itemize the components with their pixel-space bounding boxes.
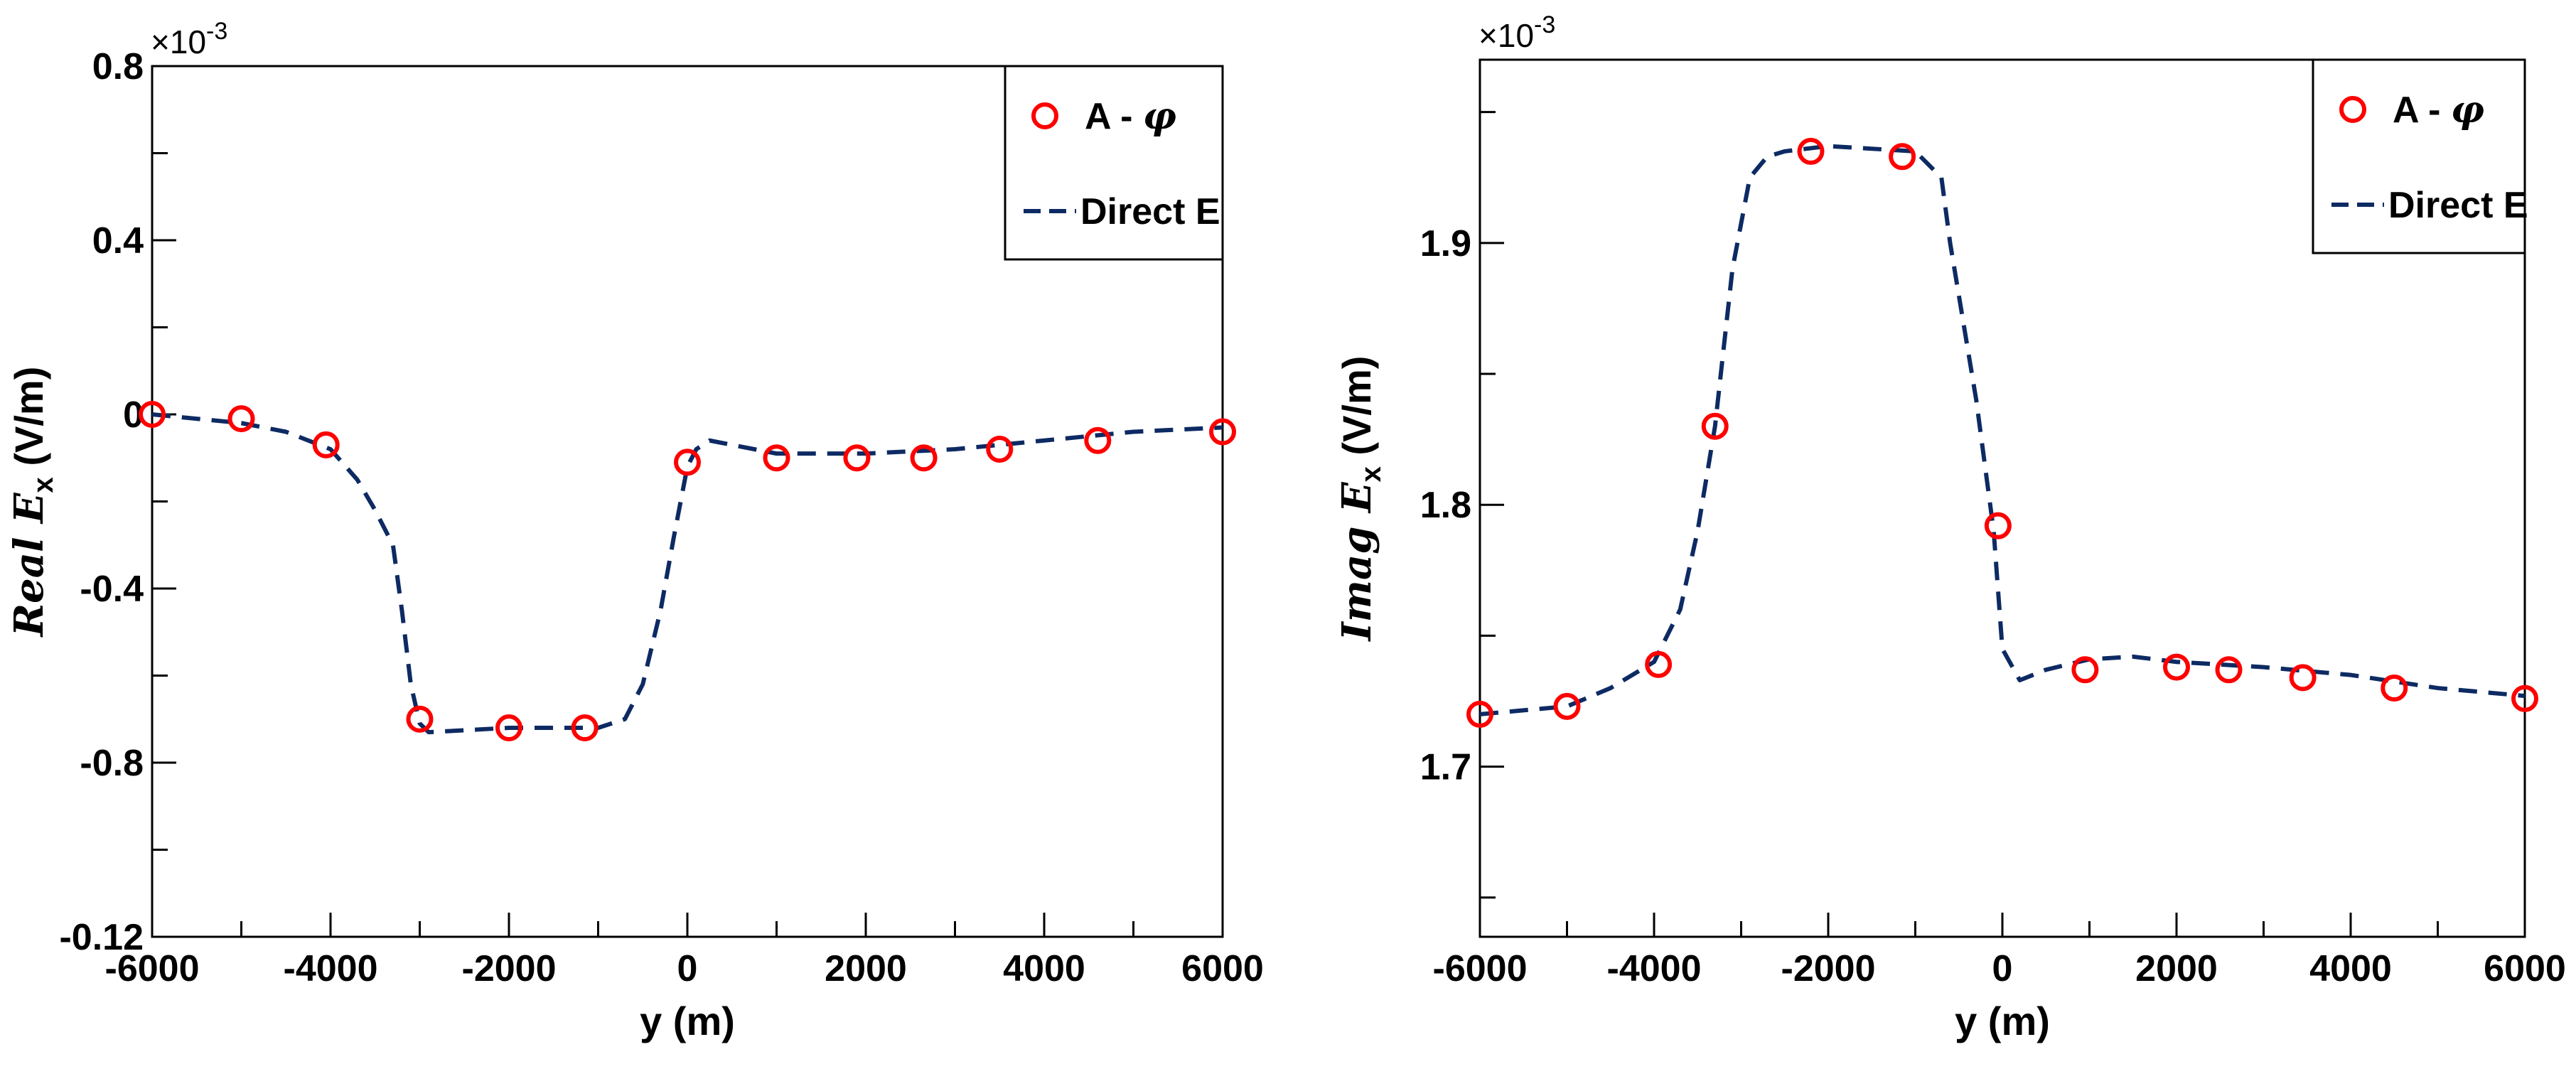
series-a-phi-marker [2071,656,2099,684]
series-a-phi-marker [843,444,871,472]
x-tick-label: -6000 [1433,948,1528,989]
imag-ex-chart: -6000 -4000 -2000 0 2000 4000 6000 1.7 1.8 1.9 ×10… [1333,11,2566,1043]
x-tick-label: -4000 [1607,948,1702,989]
series-a-phi-marker [1797,137,1825,165]
series-a-phi-marker [1984,512,2012,539]
y-axis-label: Imag Ex (V/m) [1333,356,1387,643]
x-tick-label: 6000 [1181,948,1264,989]
series-a-phi-marker [406,705,434,733]
y-tick-label: -0.8 [80,743,144,784]
legend-box [1004,65,1224,261]
series-a-phi-marker [1553,692,1581,720]
series-a-phi-marker [1889,143,1916,171]
y-tick-label: 1.7 [1420,747,1471,788]
legend-marker-icon [1031,102,1058,129]
x-tick-label: 6000 [2484,948,2566,989]
multiplier-exponent: -3 [1534,11,1555,38]
legend-line-label: Direct E [1080,191,1220,232]
legend-marker-label-text: A - [1085,96,1143,137]
y-label-unit: (V/m) [1334,356,1379,467]
multiplier-exponent: -3 [206,18,227,45]
x-tick-label: 0 [1992,948,2013,989]
y-tick-label: -0.12 [59,917,144,958]
series-direct-e-line [1479,144,2526,716]
legend-box [2312,58,2526,254]
series-a-phi-marker [571,714,599,741]
y-label-subscript: x [1356,466,1387,482]
x-axis-label: y (m) [640,999,735,1043]
x-tick-label: 2000 [825,948,907,989]
legend-marker-label: A - φ [2393,88,2484,131]
series-a-phi-marker [910,444,938,472]
series-a-phi-marker [1701,412,1729,440]
series-a-phi-marker [227,405,255,433]
real-ex-chart: -6000 -4000 -2000 0 2000 4000 6000 -0.12 -0.8 -0.… [6,18,1264,1043]
y-axis-label: Real Ex (V/m) [6,367,59,638]
series-direct-e-line [151,412,1223,735]
series-a-phi-marker [763,444,790,472]
x-tick-label: -2000 [1781,948,1876,989]
y-label-unit: (V/m) [6,367,51,478]
series-a-phi-marker [2163,653,2190,681]
y-tick-label: 1.8 [1420,485,1471,526]
legend-marker-label-text: A - [2393,90,2451,131]
legend-line-label: Direct E [2388,185,2528,226]
series-a-phi-marker [2511,684,2538,712]
series-a-phi-marker [986,436,1014,463]
legend-phi-symbol: φ [1143,95,1176,138]
series-a-phi-marker [2381,675,2408,702]
legend-phi-symbol: φ [2451,88,2484,131]
series-a-phi-marker [1209,418,1236,446]
series-a-phi-marker [1466,700,1493,728]
series-a-phi-marker [2289,664,2317,692]
series-a-phi-marker [312,431,340,458]
x-tick-label: 4000 [2309,948,2392,989]
y-label-name: Real E [6,492,53,638]
y-tick-label: 0.4 [92,220,144,262]
axis-multiplier: ×10-3 [1478,11,1555,54]
y-tick-label: 0.8 [92,46,144,87]
series-a-phi-marker [495,714,522,741]
legend-marker-label: A - φ [1085,95,1176,138]
x-tick-label: -2000 [462,948,557,989]
x-tick-label: 0 [677,948,698,989]
x-tick-label: 4000 [1003,948,1085,989]
legend-marker-icon [2339,96,2366,123]
series-a-phi-marker [674,448,701,476]
series-a-phi-marker [139,401,166,428]
y-label-subscript: x [28,477,59,493]
series-a-phi-marker [1645,650,1673,678]
multiplier-base: ×10 [151,23,206,60]
x-axis-label: y (m) [1955,999,2050,1043]
axis-multiplier: ×10-3 [151,18,227,60]
series-a-phi-marker [1084,426,1112,454]
y-tick-label: 1.9 [1420,223,1471,264]
y-tick-label: -0.4 [80,569,144,610]
x-tick-label: -4000 [284,948,378,989]
series-a-phi-marker [2215,656,2243,684]
x-tick-label: -6000 [105,948,200,989]
x-tick-label: 2000 [2135,948,2218,989]
multiplier-base: ×10 [1478,17,1534,54]
y-label-name: Imag E [1333,481,1380,642]
